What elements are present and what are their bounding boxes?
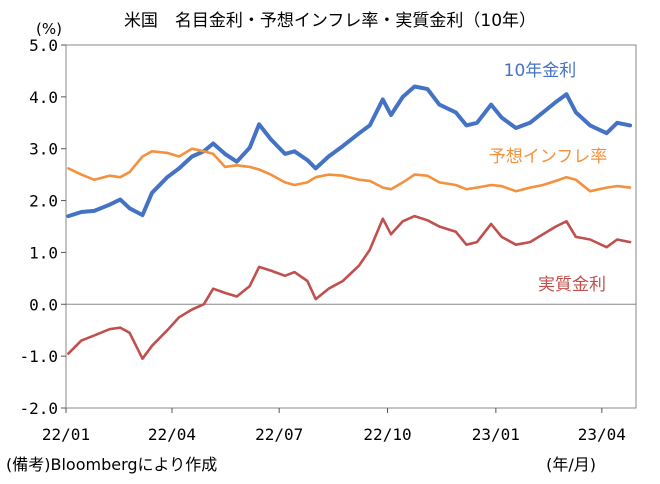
y-axis-unit: (%) (36, 20, 62, 38)
y-tick-label: 5.0 (29, 36, 58, 55)
series-label: 実質金利 (538, 275, 606, 295)
x-tick-label: 22/07 (255, 425, 303, 444)
series-line (67, 214, 632, 360)
series-line (66, 84, 633, 219)
y-tick-label: 0.0 (29, 295, 58, 314)
source-note: (備考)Bloombergにより作成 (6, 455, 217, 474)
x-tick-label: 23/01 (472, 425, 520, 444)
series-label: 10年金利 (504, 61, 577, 81)
x-tick-label: 22/04 (148, 425, 196, 444)
y-tick-label: 3.0 (29, 140, 58, 159)
x-tick-label: 22/10 (363, 425, 411, 444)
series-line (67, 147, 632, 193)
y-tick-label: -1.0 (19, 347, 58, 366)
y-tick-label: 1.0 (29, 243, 58, 262)
series-label: 予想インフレ率 (489, 147, 608, 167)
plot-frame (65, 44, 637, 409)
y-tick-label: -2.0 (19, 399, 58, 418)
x-tick-label: 23/04 (578, 425, 626, 444)
y-tick-label: 2.0 (29, 192, 58, 211)
x-tick-label: 22/01 (42, 425, 90, 444)
x-axis-unit: (年/月) (546, 455, 596, 474)
y-tick-label: 4.0 (29, 88, 58, 107)
chart-title: 米国 名目金利・予想インフレ率・実質金利（10年） (124, 11, 536, 31)
plot-area: 5.0 4.0 3.0 2.0 1.0 0.0 -1.0 -2.0 22/01 22/04 22/0… (19, 36, 637, 444)
